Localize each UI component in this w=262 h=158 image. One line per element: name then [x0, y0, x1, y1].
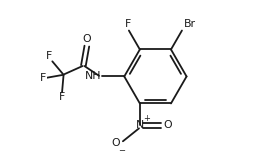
Text: NH: NH — [85, 71, 102, 82]
Text: Br: Br — [184, 19, 196, 29]
Text: O: O — [111, 138, 120, 148]
Text: −: − — [119, 146, 125, 155]
Text: F: F — [59, 92, 65, 102]
Text: O: O — [163, 120, 172, 130]
Text: F: F — [40, 73, 46, 83]
Text: F: F — [46, 51, 52, 61]
Text: O: O — [83, 34, 91, 44]
Text: +: + — [143, 114, 150, 123]
Text: F: F — [125, 18, 131, 28]
Text: N: N — [136, 120, 144, 130]
